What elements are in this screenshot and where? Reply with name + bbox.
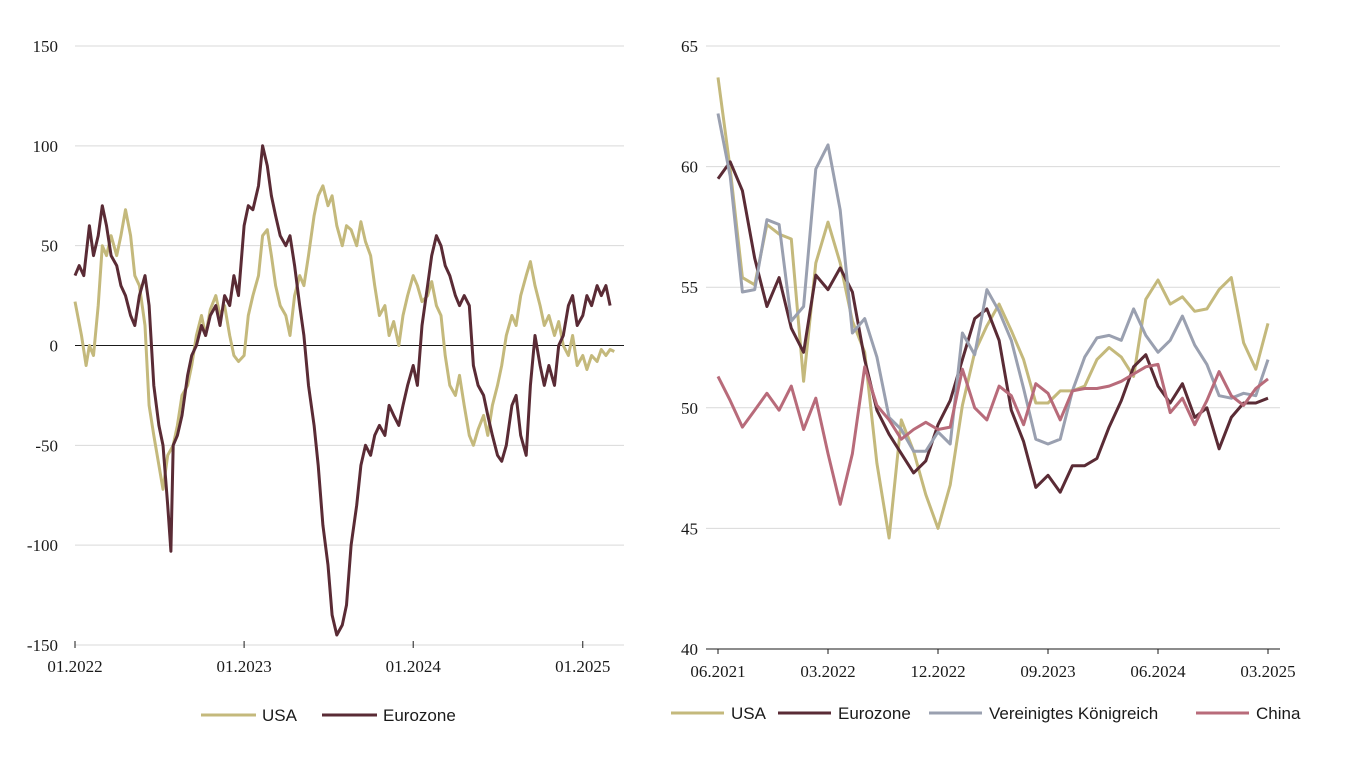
right-gridlines — [706, 45, 1280, 650]
left-legend-label: USA — [262, 706, 298, 725]
right-series-lines — [716, 77, 1270, 540]
left-x-tick-label: 01.2022 — [47, 657, 102, 676]
left-x-axis-ticks: 01.2022 01.2023 01.2024 01.2025 — [47, 641, 610, 676]
right-line-chart: 65 60 55 50 45 40 06.2021 03.2022 12.2022 09.202… — [671, 37, 1301, 723]
left-legend: USA Eurozone — [201, 706, 456, 725]
right-x-tick-label: 06.2021 — [690, 662, 745, 681]
right-legend-label: USA — [731, 704, 767, 723]
left-series-line-eurozone — [73, 144, 612, 637]
left-y-tick-label: 50 — [41, 237, 58, 256]
left-x-tick-label: 01.2023 — [216, 657, 271, 676]
left-y-tick-label: 100 — [33, 137, 59, 156]
right-legend: USA Eurozone Vereinigtes Königreich China — [671, 704, 1301, 723]
right-y-axis-ticks: 65 60 55 50 45 40 — [681, 37, 698, 659]
right-legend-label: Vereinigtes Königreich — [989, 704, 1158, 723]
right-series-line-usa — [716, 77, 1270, 540]
right-y-tick-label: 50 — [681, 399, 698, 418]
left-y-tick-label: 0 — [50, 337, 59, 356]
left-series-line-usa — [73, 184, 615, 491]
right-x-tick-label: 06.2024 — [1130, 662, 1186, 681]
right-x-axis-ticks: 06.2021 03.2022 12.2022 09.2023 06.2024 03.20… — [690, 649, 1296, 681]
right-y-tick-label: 55 — [681, 278, 698, 297]
left-series-lines — [73, 144, 615, 637]
right-y-tick-label: 60 — [681, 158, 698, 177]
right-x-tick-label: 09.2023 — [1020, 662, 1075, 681]
right-series-line-vereinigtes-k-nigreich — [716, 113, 1270, 453]
right-series-line-eurozone — [716, 160, 1269, 494]
left-y-tick-label: -150 — [27, 636, 58, 655]
left-y-tick-label: -50 — [35, 436, 58, 455]
right-x-tick-label: 03.2025 — [1240, 662, 1295, 681]
left-legend-label: Eurozone — [383, 706, 456, 725]
left-x-tick-label: 01.2025 — [555, 657, 610, 676]
right-legend-label: China — [1256, 704, 1301, 723]
left-y-tick-label: -100 — [27, 536, 58, 555]
right-y-tick-label: 45 — [681, 519, 698, 538]
right-x-tick-label: 12.2022 — [910, 662, 965, 681]
right-y-tick-label: 40 — [681, 640, 698, 659]
right-legend-label: Eurozone — [838, 704, 911, 723]
right-series-line-china — [716, 362, 1269, 506]
right-y-tick-label: 65 — [681, 37, 698, 56]
left-x-tick-label: 01.2024 — [386, 657, 442, 676]
left-y-axis-ticks: 150 100 50 0 -50 -100 -150 — [27, 37, 58, 655]
right-x-tick-label: 03.2022 — [800, 662, 855, 681]
left-gridlines — [75, 45, 624, 646]
left-y-tick-label: 150 — [33, 37, 59, 56]
